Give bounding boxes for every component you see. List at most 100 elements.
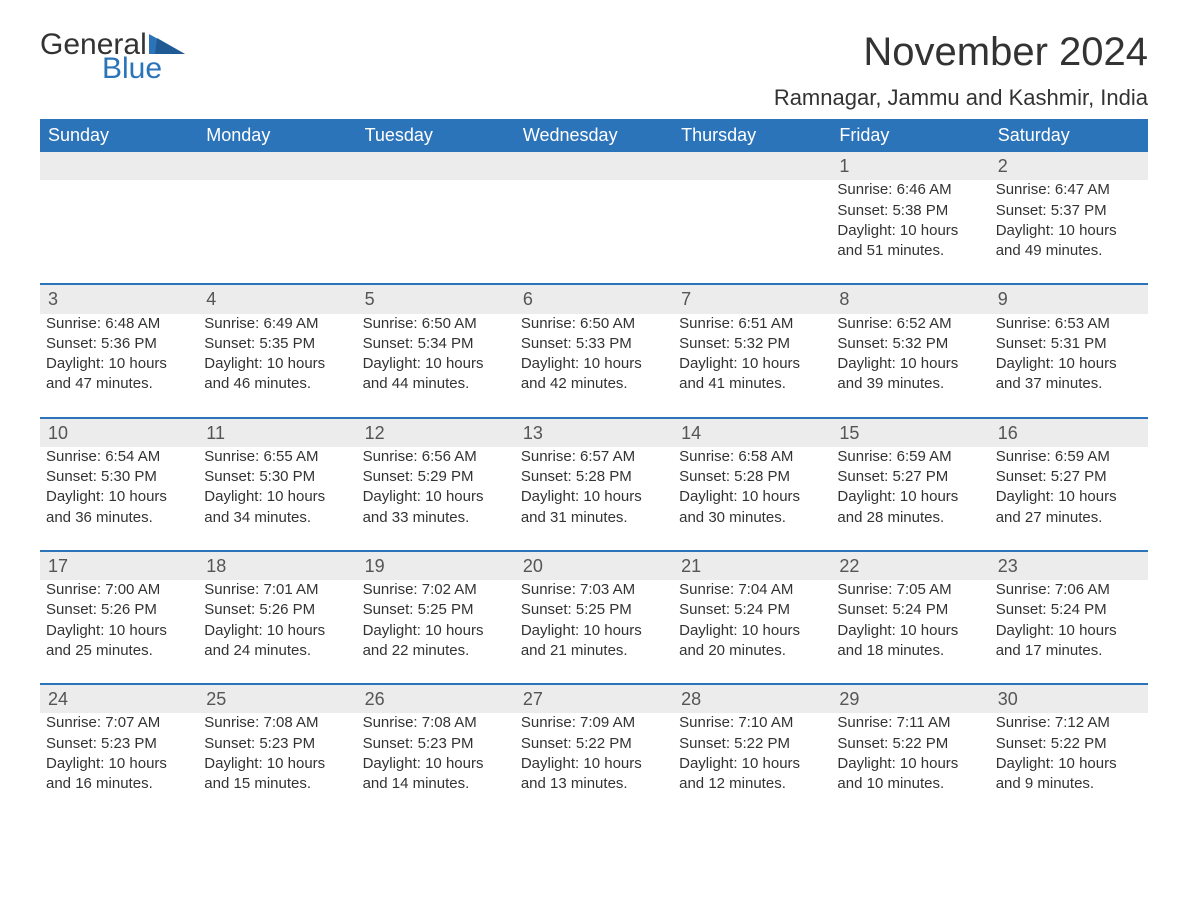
sunset-text: Sunset: 5:31 PM <box>996 334 1142 354</box>
empty-cell <box>515 152 673 180</box>
day-number: 29 <box>831 684 989 713</box>
day-number: 16 <box>990 418 1148 447</box>
day-number: 11 <box>198 418 356 447</box>
day-number: 13 <box>515 418 673 447</box>
day-detail-cell: Sunrise: 6:57 AMSunset: 5:28 PMDaylight:… <box>515 447 673 551</box>
daylight-text: Daylight: 10 hours and 31 minutes. <box>521 487 667 528</box>
daylight-text: Daylight: 10 hours and 51 minutes. <box>837 221 983 262</box>
day-detail-cell: Sunrise: 6:50 AMSunset: 5:34 PMDaylight:… <box>357 314 515 418</box>
sunset-text: Sunset: 5:38 PM <box>837 201 983 221</box>
title-block: November 2024 Ramnagar, Jammu and Kashmi… <box>774 30 1148 111</box>
sunrise-text: Sunrise: 6:48 AM <box>46 314 192 334</box>
day-detail-row: Sunrise: 7:00 AMSunset: 5:26 PMDaylight:… <box>40 580 1148 684</box>
day-detail-cell: Sunrise: 6:53 AMSunset: 5:31 PMDaylight:… <box>990 314 1148 418</box>
weekday-header: Sunday <box>40 119 198 152</box>
sunset-text: Sunset: 5:30 PM <box>204 467 350 487</box>
empty-cell <box>198 180 356 284</box>
day-number-row: 24252627282930 <box>40 684 1148 713</box>
day-number: 25 <box>198 684 356 713</box>
day-detail-cell: Sunrise: 7:01 AMSunset: 5:26 PMDaylight:… <box>198 580 356 684</box>
sunset-text: Sunset: 5:22 PM <box>521 734 667 754</box>
day-number: 15 <box>831 418 989 447</box>
weekday-header: Friday <box>831 119 989 152</box>
day-detail-cell: Sunrise: 6:51 AMSunset: 5:32 PMDaylight:… <box>673 314 831 418</box>
day-detail-cell: Sunrise: 7:08 AMSunset: 5:23 PMDaylight:… <box>357 713 515 816</box>
day-detail-cell: Sunrise: 6:56 AMSunset: 5:29 PMDaylight:… <box>357 447 515 551</box>
day-detail-cell: Sunrise: 7:12 AMSunset: 5:22 PMDaylight:… <box>990 713 1148 816</box>
daylight-text: Daylight: 10 hours and 36 minutes. <box>46 487 192 528</box>
sunrise-text: Sunrise: 7:12 AM <box>996 713 1142 733</box>
sunrise-text: Sunrise: 7:04 AM <box>679 580 825 600</box>
day-detail-cell: Sunrise: 7:05 AMSunset: 5:24 PMDaylight:… <box>831 580 989 684</box>
day-detail-cell: Sunrise: 7:08 AMSunset: 5:23 PMDaylight:… <box>198 713 356 816</box>
sunset-text: Sunset: 5:22 PM <box>679 734 825 754</box>
daylight-text: Daylight: 10 hours and 39 minutes. <box>837 354 983 395</box>
day-number: 6 <box>515 284 673 313</box>
logo-text-blue: Blue <box>102 54 185 84</box>
month-title: November 2024 <box>774 30 1148 75</box>
sunset-text: Sunset: 5:27 PM <box>837 467 983 487</box>
sunset-text: Sunset: 5:25 PM <box>363 600 509 620</box>
day-number: 23 <box>990 551 1148 580</box>
flag-icon <box>149 34 185 54</box>
empty-cell <box>515 180 673 284</box>
sunrise-text: Sunrise: 6:59 AM <box>837 447 983 467</box>
daylight-text: Daylight: 10 hours and 41 minutes. <box>679 354 825 395</box>
daylight-text: Daylight: 10 hours and 46 minutes. <box>204 354 350 395</box>
daylight-text: Daylight: 10 hours and 20 minutes. <box>679 621 825 662</box>
sunset-text: Sunset: 5:35 PM <box>204 334 350 354</box>
day-detail-cell: Sunrise: 7:02 AMSunset: 5:25 PMDaylight:… <box>357 580 515 684</box>
day-detail-cell: Sunrise: 7:10 AMSunset: 5:22 PMDaylight:… <box>673 713 831 816</box>
empty-cell <box>673 180 831 284</box>
day-detail-cell: Sunrise: 6:52 AMSunset: 5:32 PMDaylight:… <box>831 314 989 418</box>
sunrise-text: Sunrise: 6:52 AM <box>837 314 983 334</box>
empty-cell <box>40 180 198 284</box>
daylight-text: Daylight: 10 hours and 13 minutes. <box>521 754 667 795</box>
daylight-text: Daylight: 10 hours and 24 minutes. <box>204 621 350 662</box>
sunrise-text: Sunrise: 7:10 AM <box>679 713 825 733</box>
sunrise-text: Sunrise: 6:54 AM <box>46 447 192 467</box>
day-number-row: 17181920212223 <box>40 551 1148 580</box>
empty-cell <box>357 180 515 284</box>
day-number: 3 <box>40 284 198 313</box>
day-detail-cell: Sunrise: 7:09 AMSunset: 5:22 PMDaylight:… <box>515 713 673 816</box>
sunrise-text: Sunrise: 6:50 AM <box>521 314 667 334</box>
sunrise-text: Sunrise: 7:11 AM <box>837 713 983 733</box>
day-number: 4 <box>198 284 356 313</box>
day-number: 26 <box>357 684 515 713</box>
sunrise-text: Sunrise: 7:05 AM <box>837 580 983 600</box>
daylight-text: Daylight: 10 hours and 16 minutes. <box>46 754 192 795</box>
location: Ramnagar, Jammu and Kashmir, India <box>774 85 1148 111</box>
sunrise-text: Sunrise: 7:02 AM <box>363 580 509 600</box>
weekday-header-row: SundayMondayTuesdayWednesdayThursdayFrid… <box>40 119 1148 152</box>
sunrise-text: Sunrise: 6:51 AM <box>679 314 825 334</box>
sunset-text: Sunset: 5:26 PM <box>204 600 350 620</box>
sunset-text: Sunset: 5:22 PM <box>996 734 1142 754</box>
day-detail-row: Sunrise: 6:48 AMSunset: 5:36 PMDaylight:… <box>40 314 1148 418</box>
day-detail-cell: Sunrise: 6:59 AMSunset: 5:27 PMDaylight:… <box>831 447 989 551</box>
sunrise-text: Sunrise: 6:56 AM <box>363 447 509 467</box>
day-number: 27 <box>515 684 673 713</box>
sunrise-text: Sunrise: 6:47 AM <box>996 180 1142 200</box>
day-number: 20 <box>515 551 673 580</box>
sunset-text: Sunset: 5:24 PM <box>837 600 983 620</box>
daylight-text: Daylight: 10 hours and 21 minutes. <box>521 621 667 662</box>
sunset-text: Sunset: 5:24 PM <box>679 600 825 620</box>
day-number: 14 <box>673 418 831 447</box>
sunrise-text: Sunrise: 6:53 AM <box>996 314 1142 334</box>
daylight-text: Daylight: 10 hours and 15 minutes. <box>204 754 350 795</box>
sunset-text: Sunset: 5:25 PM <box>521 600 667 620</box>
empty-cell <box>198 152 356 180</box>
sunrise-text: Sunrise: 6:58 AM <box>679 447 825 467</box>
daylight-text: Daylight: 10 hours and 44 minutes. <box>363 354 509 395</box>
sunset-text: Sunset: 5:23 PM <box>46 734 192 754</box>
header: General Blue November 2024 Ramnagar, Jam… <box>40 30 1148 111</box>
sunrise-text: Sunrise: 7:07 AM <box>46 713 192 733</box>
day-detail-cell: Sunrise: 7:03 AMSunset: 5:25 PMDaylight:… <box>515 580 673 684</box>
weekday-header: Monday <box>198 119 356 152</box>
sunset-text: Sunset: 5:33 PM <box>521 334 667 354</box>
sunset-text: Sunset: 5:29 PM <box>363 467 509 487</box>
day-number: 22 <box>831 551 989 580</box>
sunset-text: Sunset: 5:30 PM <box>46 467 192 487</box>
empty-cell <box>357 152 515 180</box>
